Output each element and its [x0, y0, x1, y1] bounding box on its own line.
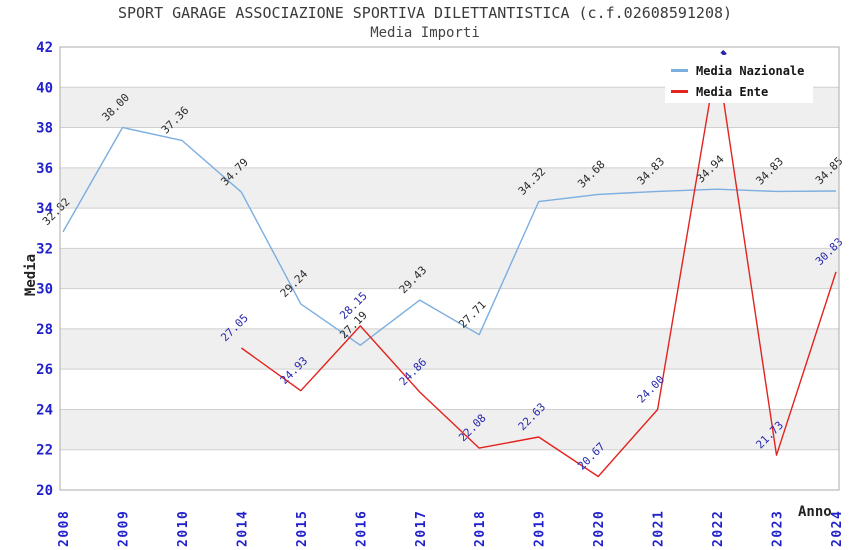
y-tick-label: 38 — [36, 121, 53, 137]
legend-item-media-nazionale: Media Nazionale — [671, 60, 813, 81]
legend-item-media-ente: Media Ente — [671, 81, 813, 102]
x-tick-label: 2009 — [117, 510, 132, 547]
y-tick-label: 32 — [36, 241, 53, 257]
x-tick-label: 2008 — [57, 510, 72, 547]
y-tick-label: 22 — [36, 443, 53, 459]
y-tick-label: 20 — [36, 483, 53, 499]
plot-band — [60, 248, 839, 289]
plot-band — [60, 167, 839, 209]
chart-title: SPORT GARAGE ASSOCIAZIONE SPORTIVA DILET… — [117, 4, 733, 22]
x-tick-label: 2010 — [176, 510, 191, 547]
x-tick-label: 2023 — [771, 510, 786, 547]
y-tick-label: 42 — [36, 40, 53, 56]
x-tick-label: 2016 — [354, 510, 369, 547]
series-line-0 — [62, 126, 837, 346]
x-tick-label: 2022 — [711, 510, 726, 547]
y-tick-label: 40 — [36, 80, 53, 96]
y-tick-label: 26 — [36, 362, 53, 378]
x-tick-label: 2015 — [295, 510, 310, 547]
y-tick-label: 30 — [36, 282, 53, 298]
y-tick-label: 24 — [36, 402, 53, 418]
point-label: 24.00 — [635, 373, 668, 406]
series-line-1 — [240, 56, 837, 478]
y-tick-label: 34 — [36, 201, 53, 217]
legend-label-ente: Media Ente — [696, 84, 769, 99]
x-axis-title: Anno — [798, 504, 832, 520]
legend-swatch-ente-icon — [671, 90, 688, 93]
x-tick-label: 2024 — [830, 510, 845, 547]
y-axis-title: Media — [23, 253, 39, 297]
x-tick-label: 2017 — [414, 510, 429, 547]
x-tick-label: 2020 — [592, 510, 607, 547]
legend-swatch-nazionale-icon — [671, 69, 688, 72]
y-tick-label: 28 — [36, 322, 53, 338]
y-tick-label: 36 — [36, 161, 53, 177]
plot-band — [60, 328, 839, 370]
plot-band — [60, 409, 839, 450]
x-tick-label: 2014 — [235, 510, 250, 547]
x-tick-label: 2019 — [533, 510, 548, 547]
obscured-label-fragment — [720, 49, 727, 57]
x-tick-label: 2021 — [652, 510, 667, 547]
legend-label-nazionale: Media Nazionale — [696, 63, 805, 78]
x-tick-label: 2018 — [473, 510, 488, 547]
plot-border — [59, 46, 840, 491]
chart-subtitle: Media Importi — [370, 25, 480, 41]
legend: Media Nazionale Media Ente — [665, 55, 813, 103]
